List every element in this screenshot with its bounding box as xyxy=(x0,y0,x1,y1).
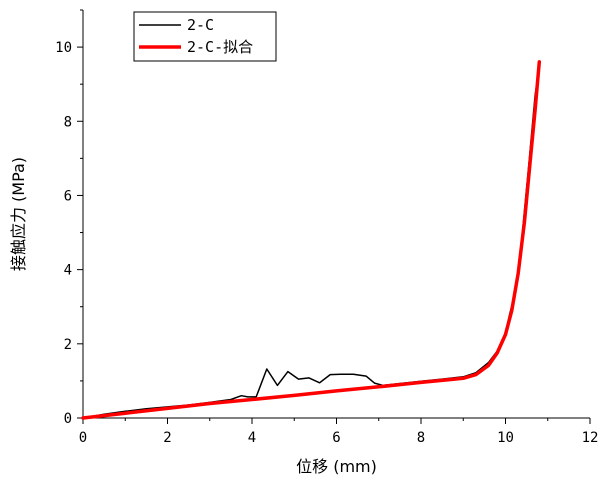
y-tick-label: 6 xyxy=(64,188,72,204)
y-axis-title: 接触应力 (MPa) xyxy=(9,157,28,271)
x-tick-label: 0 xyxy=(79,430,87,446)
series-line xyxy=(82,64,541,419)
x-axis-title: 位移 (mm) xyxy=(296,457,377,476)
legend-label-2-c-fit: 2-C-拟合 xyxy=(187,38,253,56)
y-tick-label: 4 xyxy=(64,263,72,279)
y-tick-label: 10 xyxy=(55,40,72,56)
x-tick-label: 6 xyxy=(332,430,340,446)
x-tick-label: 10 xyxy=(497,430,514,446)
series xyxy=(81,60,542,420)
ticks: 0 2 4 6 8 10 12 0 2 4 6 8 10 xyxy=(55,9,599,446)
series-line xyxy=(81,60,542,420)
x-tick-label: 8 xyxy=(417,430,425,446)
series-2-c-fit xyxy=(81,60,542,420)
legend-box xyxy=(133,11,277,62)
axes xyxy=(82,10,590,419)
y-tick-label: 2 xyxy=(64,337,72,353)
legend: 2-C 2-C-拟合 xyxy=(133,11,277,62)
y-tick-label: 0 xyxy=(64,411,72,427)
y-tick-label: 8 xyxy=(64,114,72,130)
x-tick-label: 4 xyxy=(248,430,256,446)
series-2-c xyxy=(82,64,541,419)
x-tick-label: 12 xyxy=(582,430,599,446)
x-tick-label: 2 xyxy=(163,430,171,446)
legend-label-2-c: 2-C xyxy=(187,16,214,34)
